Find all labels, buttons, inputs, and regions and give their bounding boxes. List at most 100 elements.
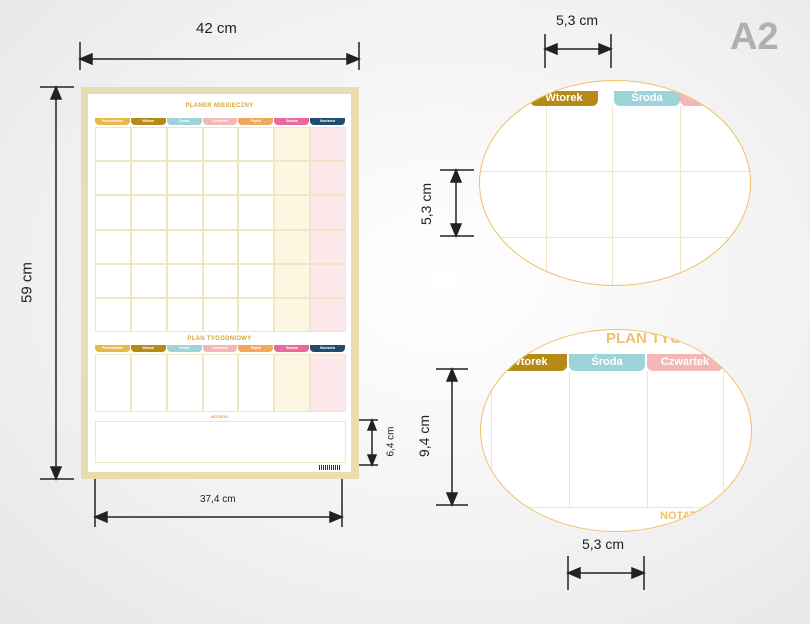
grid-cell <box>130 195 167 230</box>
zoom-tab-wtorek: Wtorek <box>491 354 567 371</box>
day-header: Poniedziałek <box>95 345 130 352</box>
inner-width-label: 37,4 cm <box>200 494 236 505</box>
grid-cell <box>274 263 311 298</box>
grid-cell <box>202 195 239 230</box>
grid-cell <box>130 354 167 412</box>
grid-cell <box>238 263 275 298</box>
grid-cell <box>166 195 203 230</box>
grid-cell <box>274 229 311 264</box>
grid-cell <box>274 297 311 332</box>
grid-cell <box>310 161 346 196</box>
grid-cell <box>274 195 311 230</box>
zoom-notes-title: NOTAT <box>660 510 697 522</box>
grid-line <box>480 237 750 238</box>
notes-area <box>95 421 346 463</box>
day-header: Wtorek <box>130 118 166 125</box>
size-badge: A2 <box>730 16 779 58</box>
grid-cell <box>130 127 167 162</box>
monthly-title: PLANER MIESIĘCZNY <box>185 103 254 109</box>
cell-height-bottom-label: 9,4 cm <box>416 415 432 458</box>
grid-cell <box>95 161 131 196</box>
grid-cell <box>95 195 131 230</box>
grid-cell <box>238 161 275 196</box>
grid-cell <box>202 127 239 162</box>
grid-cell <box>274 161 311 196</box>
day-header: Piątek <box>238 345 274 352</box>
day-header: Piątek <box>238 118 274 125</box>
grid-line <box>612 106 613 285</box>
grid-cell <box>130 229 167 264</box>
grid-cell <box>202 229 239 264</box>
width-label: 42 cm <box>196 20 237 37</box>
grid-cell <box>202 263 239 298</box>
grid-cell <box>166 263 203 298</box>
grid-cell <box>130 161 167 196</box>
notes-height-label: 6,4 cm <box>385 426 397 457</box>
zoom-tab-sroda: Środa <box>569 354 645 371</box>
grid-cell <box>202 354 239 412</box>
grid-cell <box>238 229 275 264</box>
grid-cell <box>166 161 203 196</box>
grid-cell <box>238 127 275 162</box>
grid-cell <box>310 297 346 332</box>
zoom-tab-sroda: Środa <box>614 91 680 106</box>
grid-cell <box>274 354 311 412</box>
zoom-weekly-title: PLAN TYG <box>606 330 682 347</box>
grid-cell <box>166 354 203 412</box>
weekly-day-headers: Poniedziałek Wtorek Środa Czwartek Piąte… <box>95 345 346 352</box>
barcode <box>319 465 341 470</box>
zoom-tab-edge <box>680 91 710 106</box>
day-header: Środa <box>166 118 202 125</box>
weekly-title: PLAN TYGODNIOWY <box>187 336 252 342</box>
zoom-tab-czwartek: Czwartek <box>647 354 723 371</box>
grid-cell <box>202 161 239 196</box>
grid-line <box>546 106 547 285</box>
grid-cell <box>95 263 131 298</box>
grid-cell <box>310 127 346 162</box>
day-header: Środa <box>166 345 202 352</box>
grid-cell <box>95 229 131 264</box>
cell-width-top-label: 5,3 cm <box>556 12 599 28</box>
notes-title: NOTATKI <box>210 414 229 419</box>
grid-cell <box>166 229 203 264</box>
cell-width-bottom-label: 5,3 cm <box>582 536 625 552</box>
day-header: Sobota <box>274 118 310 125</box>
zoom-tab-wtorek: Wtorek <box>530 91 598 106</box>
grid-line <box>723 371 724 507</box>
grid-cell <box>95 297 131 332</box>
planner-poster: PLANER MIESIĘCZNY Poniedziałek Wtorek Śr… <box>81 87 359 479</box>
planner-sheet: PLANER MIESIĘCZNY Poniedziałek Wtorek Śr… <box>88 94 351 472</box>
grid-cell <box>95 127 131 162</box>
day-header: Sobota <box>274 345 310 352</box>
day-header: Niedziela <box>310 345 346 352</box>
grid-cell <box>238 354 275 412</box>
day-header: Wtorek <box>130 345 166 352</box>
grid-line <box>680 106 681 285</box>
day-header: Czwartek <box>202 345 238 352</box>
grid-line <box>569 371 570 507</box>
grid-cell <box>310 263 346 298</box>
grid-cell <box>310 229 346 264</box>
weekly-grid <box>95 354 346 412</box>
grid-cell <box>238 297 275 332</box>
grid-cell <box>95 354 131 412</box>
grid-cell <box>310 195 346 230</box>
zoom-weekly-cells: PLAN TYG Wtorek Środa Czwartek NOTAT <box>480 329 752 532</box>
zoom-monthly-cells: Wtorek Środa <box>479 80 751 286</box>
grid-cell <box>202 297 239 332</box>
grid-cell <box>130 297 167 332</box>
day-header: Niedziela <box>310 118 346 125</box>
grid-line <box>481 507 751 508</box>
grid-cell <box>130 263 167 298</box>
grid-line <box>491 371 492 507</box>
monthly-grid <box>95 127 346 332</box>
grid-cell <box>166 297 203 332</box>
cell-height-top-label: 5,3 cm <box>418 183 434 226</box>
day-header: Poniedziałek <box>95 118 130 125</box>
grid-cell <box>238 195 275 230</box>
monthly-day-headers: Poniedziałek Wtorek Środa Czwartek Piąte… <box>95 118 346 125</box>
day-header: Czwartek <box>202 118 238 125</box>
zoom-tab-edge <box>520 91 530 106</box>
grid-line <box>480 171 750 172</box>
